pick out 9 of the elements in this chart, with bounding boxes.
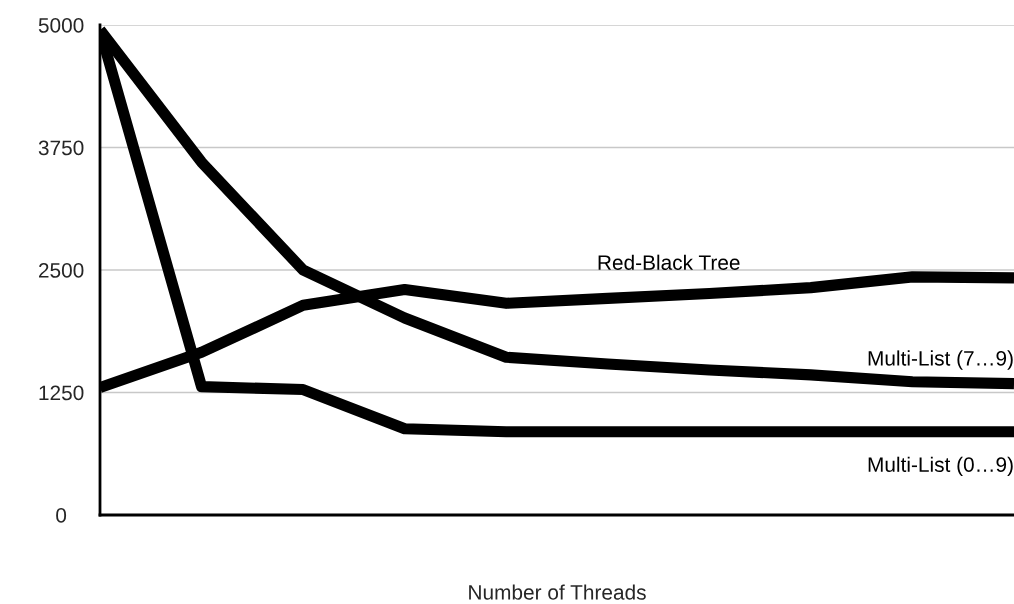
y-tick-label: 3750 bbox=[38, 140, 84, 156]
y-tick-label: 2500 bbox=[38, 263, 84, 278]
y-tick-label: 1250 bbox=[39, 385, 84, 401]
series-label: Multi-List (7…9) bbox=[868, 350, 1013, 370]
series-label: Multi-List (0…9) bbox=[868, 456, 1013, 477]
series-label: Red-Black Tree bbox=[598, 254, 740, 270]
y-tick-label: 0 bbox=[56, 508, 67, 523]
y-tick-label: 5000 bbox=[38, 18, 84, 33]
x-axis-title: Number of Threads bbox=[469, 584, 646, 600]
